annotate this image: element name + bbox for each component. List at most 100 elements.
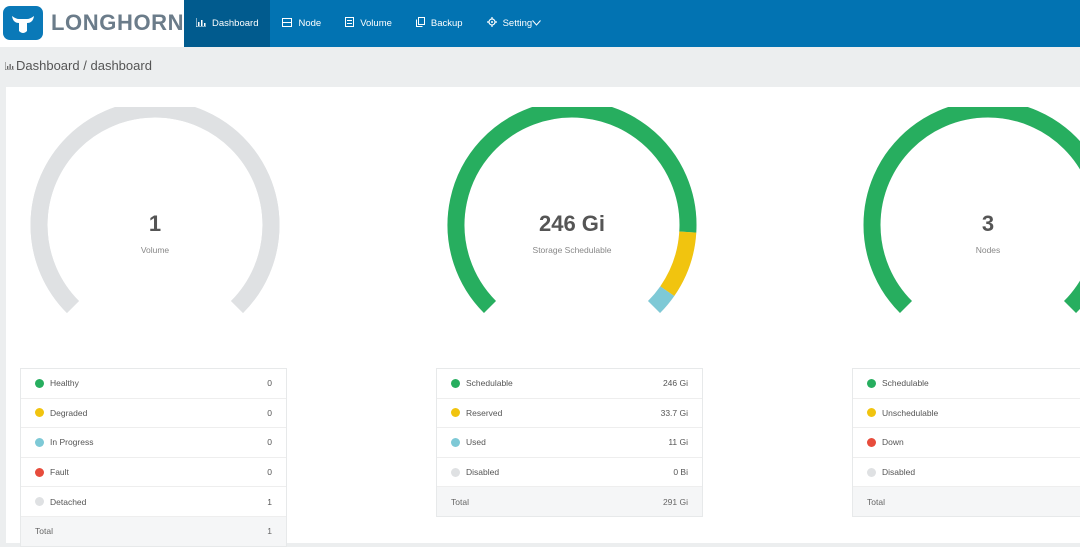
nav-volume-label: Volume [360,18,392,29]
breadcrumb: Dashboard / dashboard [4,58,152,73]
status-dot [451,437,460,447]
nav-volume[interactable]: Volume [333,0,404,47]
row-value: 0 Bi [673,467,688,478]
row-label: Reserved [466,407,503,418]
volume-gauge-chart [30,100,280,314]
storage-value: 246 Gi [538,211,606,236]
nodes-row-unschedulable[interactable]: Unschedulable [853,399,1080,429]
volume-row-fault[interactable]: Fault 0 [21,458,286,488]
main-nav: Dashboard Node Volume Backup Setting [184,0,553,47]
status-dot [35,497,44,507]
row-label: Unschedulable [882,407,939,418]
breadcrumb-separator: / [83,58,87,73]
status-dot [867,467,876,477]
gauge-segment-detached [30,100,280,314]
gear-icon [486,17,497,30]
bar-chart-icon [4,58,14,73]
status-dot [867,408,876,418]
storage-row-reserved[interactable]: Reserved 33.7 Gi [437,399,702,429]
volume-row-healthy[interactable]: Healthy 0 [21,369,286,399]
row-label: Total [867,496,885,507]
breadcrumb-current: dashboard [90,58,152,73]
server-icon [282,17,293,30]
row-value: 246 Gi [662,378,688,389]
dashboard-panel: 1 Volume 246 Gi Storage Schedulable 3 No… [6,87,1080,547]
storage-row-total: Total 291 Gi [437,487,702,516]
storage-status-table: Schedulable 246 Gi Reserved 33.7 Gi Used… [436,368,703,517]
status-dot [35,378,44,388]
storage-row-used[interactable]: Used 11 Gi [437,428,702,458]
nav-node-label: Node [298,18,322,29]
status-dot [35,467,44,477]
status-dot [867,378,876,388]
row-value: 0 [267,378,272,389]
volume-gauge[interactable]: 1 Volume [30,100,280,327]
nav-backup[interactable]: Backup [404,0,475,47]
row-value: 0 [267,467,272,478]
nav-node[interactable]: Node [270,0,333,47]
row-label: Disabled [882,467,916,478]
longhorn-logo-icon [3,6,43,40]
volume-row-degraded[interactable]: Degraded 0 [21,399,286,429]
database-icon [345,17,355,30]
status-dot [451,467,460,477]
row-value: 1 [267,526,272,537]
row-value: 33.7 Gi [660,407,688,418]
nodes-row-schedulable[interactable]: Schedulable [853,369,1080,399]
gauge-segment-reserved [660,231,697,297]
row-label: Disabled [466,467,500,478]
nodes-gauge-chart [863,100,1080,314]
brand-logo[interactable]: LONGHORN [0,0,184,47]
row-label: Detached [50,496,87,507]
storage-gauge[interactable]: 246 Gi Storage Schedulable [447,100,697,327]
storage-gauge-label: Storage Schedulable [532,245,612,255]
nodes-status-table: Schedulable Unschedulable Down Disabled … [852,368,1080,517]
volume-count: 1 [148,211,162,236]
status-dot [35,437,44,447]
chevron-down-icon [532,18,542,29]
nodes-count: 3 [981,211,995,236]
row-label: Down [882,437,904,448]
breadcrumb-root[interactable]: Dashboard [16,58,80,73]
volume-row-total: Total 1 [21,516,286,546]
row-label: Healthy [50,378,79,389]
volume-gauge-label: Volume [140,245,170,255]
row-label: Degraded [50,407,88,418]
nav-setting-label: Setting [502,18,533,29]
nav-setting[interactable]: Setting [475,0,554,47]
volume-status-table: Healthy 0 Degraded 0 In Progress 0 Fault… [20,368,287,547]
nav-dashboard[interactable]: Dashboard [184,0,271,47]
top-header: LONGHORN Dashboard Node Volume Backup [0,0,1080,47]
nodes-row-down[interactable]: Down [853,428,1080,458]
nodes-row-total: Total [853,487,1080,516]
nodes-gauge[interactable]: 3 Nodes [863,100,1080,327]
status-dot [451,378,460,388]
brand-name: LONGHORN [51,10,185,35]
row-value: 11 Gi [668,437,688,448]
status-dot [867,437,876,447]
row-value: 291 Gi [662,496,688,507]
row-label: Schedulable [466,378,513,389]
copy-icon [415,17,425,30]
row-label: Fault [50,467,69,478]
row-label: In Progress [50,437,94,448]
nav-dashboard-label: Dashboard [212,18,259,29]
row-label: Schedulable [882,378,929,389]
row-value: 0 [267,437,272,448]
bar-chart-icon [195,17,206,30]
row-value: 0 [267,407,272,418]
gauge-segment-schedulable [863,100,1080,314]
volume-row-in-progress[interactable]: In Progress 0 [21,428,286,458]
status-dot [451,408,460,418]
volume-row-detached[interactable]: Detached 1 [21,487,286,517]
storage-row-schedulable[interactable]: Schedulable 246 Gi [437,369,702,399]
storage-row-disabled[interactable]: Disabled 0 Bi [437,458,702,488]
status-dot [35,408,44,418]
storage-gauge-chart [447,100,697,314]
nodes-gauge-label: Nodes [975,245,1001,255]
nav-backup-label: Backup [430,18,463,29]
gauge-segment-used [647,286,675,314]
nodes-row-disabled[interactable]: Disabled [853,458,1080,488]
row-label: Total [451,496,469,507]
row-label: Used [466,437,486,448]
